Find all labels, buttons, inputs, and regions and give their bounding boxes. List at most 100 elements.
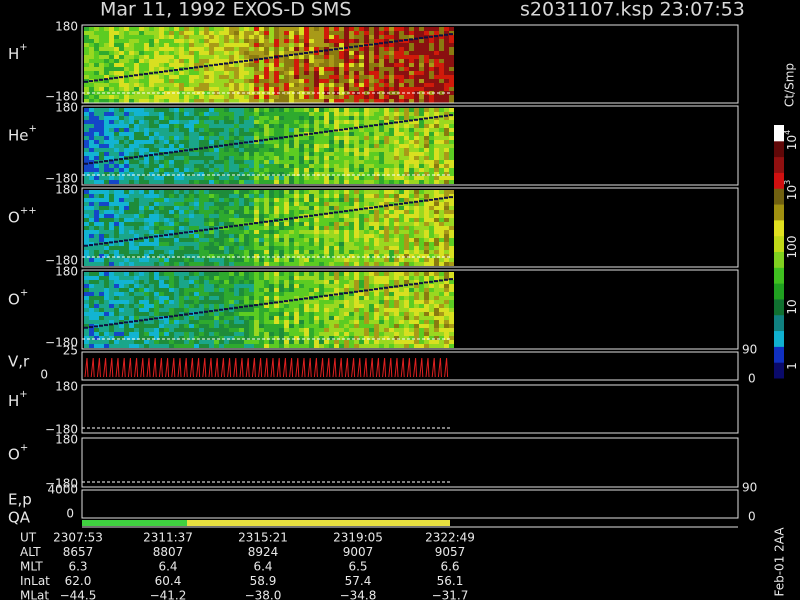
- spectrogram-cell: [214, 91, 219, 95]
- spectrogram-cell: [269, 180, 274, 184]
- spectrogram-cell: [324, 258, 329, 262]
- spectrogram-cell: [324, 116, 329, 120]
- spectrogram-cell: [439, 136, 444, 140]
- spectrogram-cell: [184, 206, 189, 210]
- spectrogram-cell: [379, 226, 384, 230]
- spectrogram-cell: [424, 218, 429, 222]
- spectrogram-cell: [289, 168, 294, 172]
- spectrogram-cell: [229, 67, 234, 71]
- spectrogram-cell: [119, 128, 124, 132]
- spectrogram-cell: [349, 108, 354, 112]
- spectrogram-cell: [309, 144, 314, 148]
- spectrogram-cell: [439, 168, 444, 172]
- spectrogram-cell: [409, 242, 414, 246]
- spectrogram-cell: [219, 280, 224, 284]
- spectrogram-cell: [284, 230, 289, 234]
- trace: [104, 324, 108, 327]
- spectrogram-cell: [124, 340, 129, 344]
- spectrogram-cell: [199, 128, 204, 132]
- spectrogram-cell: [199, 27, 204, 31]
- spectrogram-cell: [324, 242, 329, 246]
- trace: [444, 33, 448, 36]
- spectrogram-cell: [99, 276, 104, 280]
- spectrogram-cell: [194, 238, 199, 242]
- spectrogram-cell: [179, 35, 184, 39]
- spectrogram-cell: [229, 144, 234, 148]
- spectrogram-cell: [259, 124, 264, 128]
- spectrogram-cell: [419, 262, 424, 266]
- spectrogram-cell: [239, 116, 244, 120]
- spectrogram-cell: [434, 71, 439, 75]
- spectrogram-cell: [279, 242, 284, 246]
- spectrogram-cell: [104, 250, 109, 254]
- spectrogram-cell: [229, 206, 234, 210]
- spectrogram-cell: [234, 116, 239, 120]
- spectrogram-cell: [89, 190, 94, 194]
- spectrogram-cell: [99, 292, 104, 296]
- spectrogram-cell: [309, 258, 314, 262]
- spectrogram-cell: [149, 296, 154, 300]
- spectrogram-cell: [294, 51, 299, 55]
- spectrogram-cell: [184, 128, 189, 132]
- spectrogram-cell: [359, 156, 364, 160]
- spectrogram-cell: [354, 238, 359, 242]
- spectrogram-cell: [159, 190, 164, 194]
- spectrogram-cell: [189, 296, 194, 300]
- spectrogram-cell: [289, 71, 294, 75]
- spectrogram-cell: [214, 304, 219, 308]
- spectrogram-cell: [274, 59, 279, 63]
- spectrogram-cell: [104, 316, 109, 320]
- spectrogram-cell: [174, 296, 179, 300]
- spectrogram-cell: [94, 99, 99, 103]
- spectrogram-cell: [289, 120, 294, 124]
- spectrogram-cell: [189, 234, 194, 238]
- spectrogram-cell: [204, 43, 209, 47]
- spectrogram-cell: [209, 296, 214, 300]
- spectrogram-cell: [149, 246, 154, 250]
- spectrogram-cell: [94, 332, 99, 336]
- spectrogram-cell: [384, 140, 389, 144]
- spectrogram-cell: [319, 168, 324, 172]
- spectrogram-cell: [364, 112, 369, 116]
- spectrogram-cell: [304, 128, 309, 132]
- spectrogram-cell: [239, 176, 244, 180]
- spectrogram-cell: [144, 304, 149, 308]
- spectrogram-cell: [179, 202, 184, 206]
- spectrogram-cell: [124, 258, 129, 262]
- spectrogram-cell: [84, 63, 89, 67]
- spectrogram-cell: [189, 344, 194, 348]
- spectrogram-cell: [314, 262, 319, 266]
- spectrogram-cell: [424, 63, 429, 67]
- spectrogram-cell: [419, 254, 424, 258]
- spectrogram-cell: [224, 246, 229, 250]
- spectrogram-cell: [399, 128, 404, 132]
- spectrogram-cell: [439, 254, 444, 258]
- spectrogram-cell: [394, 246, 399, 250]
- spectrogram-cell: [344, 136, 349, 140]
- spectrogram-cell: [299, 75, 304, 79]
- spectrogram-cell: [124, 316, 129, 320]
- spectrogram-cell: [199, 43, 204, 47]
- spectrogram-cell: [329, 35, 334, 39]
- spectrogram-cell: [169, 140, 174, 144]
- spectrogram-cell: [179, 194, 184, 198]
- spectrogram-cell: [419, 116, 424, 120]
- spectrogram-cell: [199, 39, 204, 43]
- spectrogram-cell: [329, 230, 334, 234]
- spectrogram-cell: [349, 128, 354, 132]
- spectrogram-cell: [409, 180, 414, 184]
- spectrogram-cell: [254, 172, 259, 176]
- spectrogram-cell: [134, 168, 139, 172]
- spectrogram-cell: [324, 128, 329, 132]
- spectrogram-cell: [369, 55, 374, 59]
- trace: [164, 152, 168, 155]
- spectrogram-cell: [184, 304, 189, 308]
- spectrogram-cell: [419, 67, 424, 71]
- spectrogram-cell: [179, 218, 184, 222]
- spectrogram-cell: [304, 168, 309, 172]
- spectrogram-cell: [129, 316, 134, 320]
- trace: [249, 59, 253, 62]
- spectrogram-cell: [179, 47, 184, 51]
- spectrogram-cell: [334, 168, 339, 172]
- spectrogram-cell: [404, 148, 409, 152]
